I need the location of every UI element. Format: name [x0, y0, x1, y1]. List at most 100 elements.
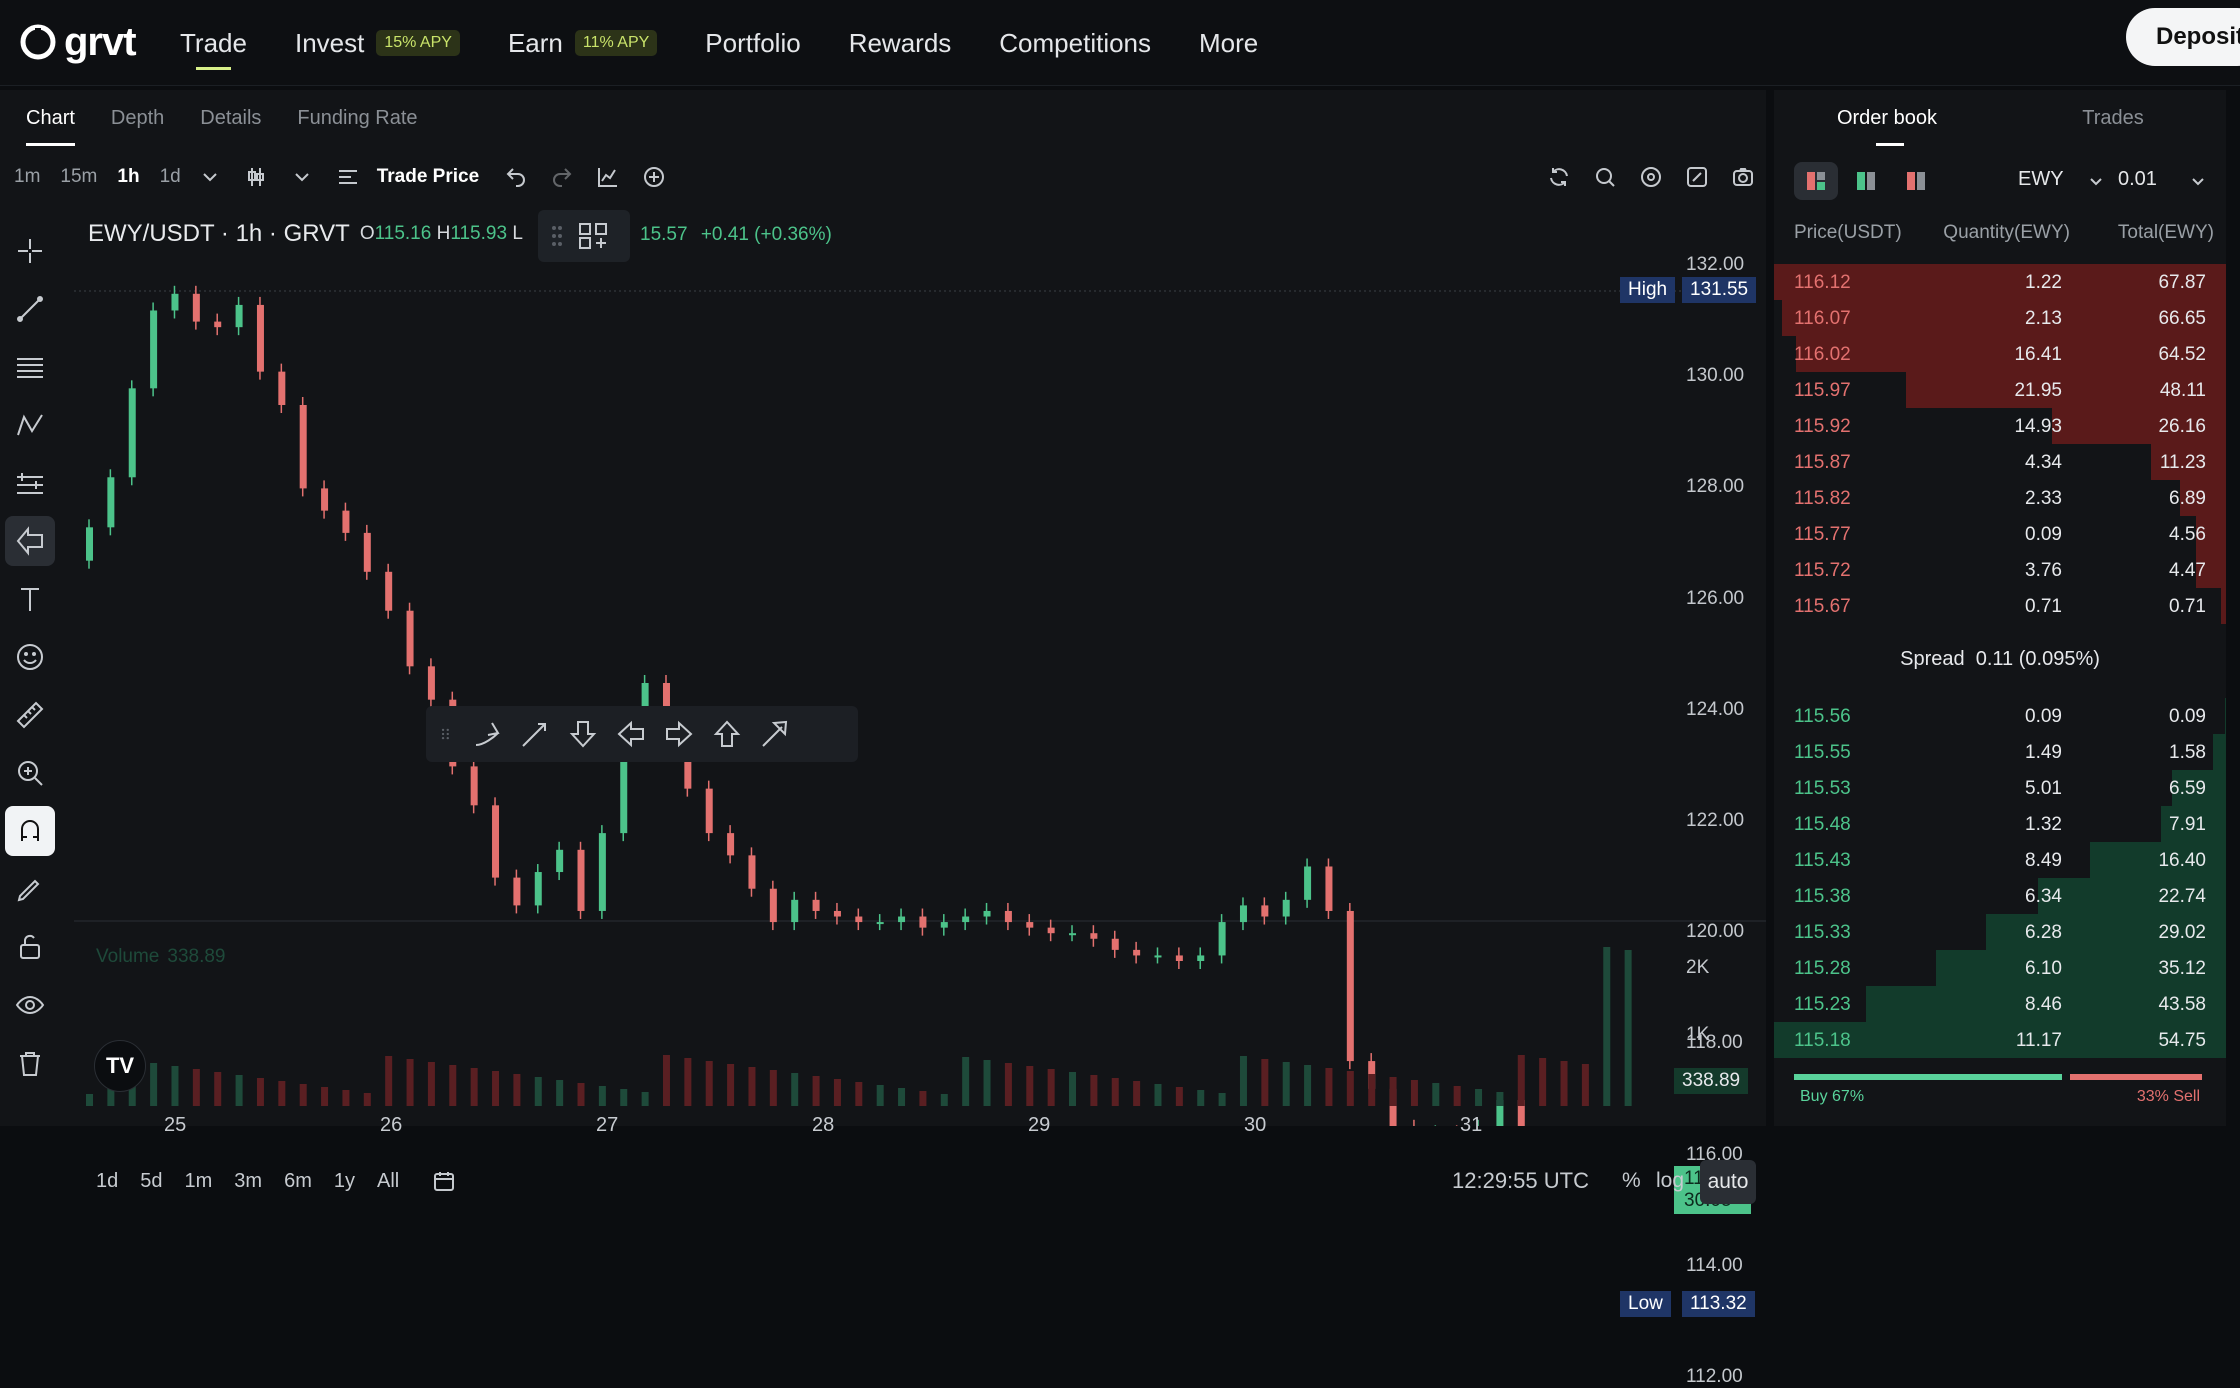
price-source-icon[interactable] [333, 162, 363, 192]
zoom-search-icon[interactable] [1590, 162, 1620, 192]
arrow-up-icon[interactable] [710, 717, 744, 751]
symbol-chevron-down-icon[interactable] [2088, 174, 2104, 190]
view-asks-icon[interactable] [1894, 162, 1938, 200]
log-toggle[interactable]: log [1656, 1169, 1685, 1192]
precision-select[interactable]: 0.01 [2118, 168, 2157, 190]
nav-competitions[interactable]: Competitions [999, 0, 1151, 86]
range-5d[interactable]: 5d [140, 1169, 163, 1192]
nav-portfolio[interactable]: Portfolio [705, 0, 800, 86]
arrow-left-icon[interactable] [614, 717, 648, 751]
precision-chevron-down-icon[interactable] [2190, 174, 2206, 190]
tab-chart[interactable]: Chart [26, 90, 75, 146]
view-bids-icon[interactable] [1844, 162, 1888, 200]
ask-row[interactable]: 115.82 2.33 6.89 [1774, 480, 2226, 516]
auto-toggle[interactable]: auto [1700, 1160, 1756, 1204]
magnet-icon[interactable] [5, 806, 55, 856]
candle-type-icon[interactable] [241, 162, 271, 192]
redo-icon[interactable] [547, 162, 577, 192]
bid-row[interactable]: 115.56 0.09 0.09 [1774, 698, 2226, 734]
arrow-down-icon[interactable] [566, 717, 600, 751]
bid-row[interactable]: 115.55 1.49 1.58 [1774, 734, 2226, 770]
utc-clock[interactable]: 12:29:55 UTC [1452, 1168, 1589, 1193]
ask-row[interactable]: 116.07 2.13 66.65 [1774, 300, 2226, 336]
refresh-icon[interactable] [1544, 162, 1574, 192]
timeframe-chevron-down-icon[interactable] [195, 162, 225, 192]
ask-row[interactable]: 115.67 0.71 0.71 [1774, 588, 2226, 624]
nav-trade[interactable]: Trade [180, 0, 247, 86]
draw-lock-pencil-icon[interactable] [5, 864, 55, 914]
range-all[interactable]: All [377, 1169, 400, 1192]
eye-visibility-icon[interactable] [5, 980, 55, 1030]
ruler-icon[interactable] [5, 690, 55, 740]
chart-type-chevron-down-icon[interactable] [287, 162, 317, 192]
range-3m[interactable]: 3m [234, 1169, 263, 1192]
settings-gear-icon[interactable] [1636, 162, 1666, 192]
brand-logo[interactable]: grvt [18, 16, 137, 68]
trendline-icon[interactable] [5, 284, 55, 334]
arrow-shape-icon[interactable] [5, 516, 55, 566]
fib-lines-icon[interactable] [5, 342, 55, 392]
deposit-button[interactable]: Deposit [2126, 8, 2240, 66]
tab-details[interactable]: Details [200, 106, 262, 129]
timeframe-1m[interactable]: 1m [14, 166, 41, 187]
ask-row[interactable]: 115.87 4.34 11.23 [1774, 444, 2226, 480]
ask-row[interactable]: 116.12 1.22 67.87 [1774, 264, 2226, 300]
undo-icon[interactable] [501, 162, 531, 192]
crosshair-icon[interactable] [5, 226, 55, 276]
view-both-icon[interactable] [1794, 162, 1838, 200]
bid-row[interactable]: 115.38 6.34 22.74 [1774, 878, 2226, 914]
unlock-icon[interactable] [5, 922, 55, 972]
pattern-icon[interactable] [5, 400, 55, 450]
range-1d[interactable]: 1d [96, 1169, 119, 1192]
symbol-select[interactable]: EWY [2018, 168, 2064, 190]
bid-row[interactable]: 115.28 6.10 35.12 [1774, 950, 2226, 986]
arrow-right-icon[interactable] [662, 717, 696, 751]
nav-more[interactable]: More [1199, 0, 1258, 86]
candle-body [812, 899, 820, 911]
ask-row[interactable]: 116.02 16.41 64.52 [1774, 336, 2226, 372]
tab-trades[interactable]: Trades [2082, 107, 2144, 129]
bid-row[interactable]: 115.53 5.01 6.59 [1774, 770, 2226, 806]
bid-row[interactable]: 115.23 8.46 43.58 [1774, 986, 2226, 1022]
tab-funding-rate[interactable]: Funding Rate [297, 106, 418, 129]
ask-row[interactable]: 115.72 3.76 4.47 [1774, 552, 2226, 588]
ask-row[interactable]: 115.77 0.09 4.56 [1774, 516, 2226, 552]
indicators-icon[interactable] [593, 162, 623, 192]
nav-invest[interactable]: Invest 15% APY [295, 0, 460, 86]
legend-overlay-toolbar[interactable] [538, 210, 630, 262]
chart-plot-area[interactable]: EWY/USDT · 1h · GRVT O115.16 H115.93 L 1… [74, 206, 1766, 1126]
ask-row[interactable]: 115.92 14.93 26.16 [1774, 408, 2226, 444]
calendar-icon[interactable] [429, 1166, 459, 1196]
range-1m[interactable]: 1m [184, 1169, 213, 1192]
forecast-icon[interactable] [5, 458, 55, 508]
time-axis[interactable]: 25 26 27 28 29 30 31 [74, 1110, 1764, 1144]
arrow-diagonal-icon[interactable] [758, 717, 792, 751]
nav-earn[interactable]: Earn 11% APY [508, 0, 658, 86]
bid-row[interactable]: 115.33 6.28 29.02 [1774, 914, 2226, 950]
bid-row[interactable]: 115.43 8.49 16.40 [1774, 842, 2226, 878]
zoom-in-icon[interactable] [5, 748, 55, 798]
timeframe-15m[interactable]: 15m [60, 166, 98, 187]
emoji-icon[interactable] [5, 632, 55, 682]
timeframe-1d[interactable]: 1d [159, 166, 181, 187]
tab-order-book[interactable]: Order book [1774, 90, 2000, 146]
range-1y[interactable]: 1y [333, 1169, 356, 1192]
arrow-marker-icon[interactable] [470, 717, 504, 751]
arrow-line-icon[interactable] [518, 717, 552, 751]
text-tool-icon[interactable] [5, 574, 55, 624]
nav-rewards[interactable]: Rewards [849, 0, 952, 86]
bid-row[interactable]: 115.48 1.32 7.91 [1774, 806, 2226, 842]
camera-snapshot-icon[interactable] [1728, 162, 1758, 192]
fullscreen-icon[interactable] [1682, 162, 1712, 192]
range-6m[interactable]: 6m [284, 1169, 312, 1192]
tradingview-logo[interactable]: TV [94, 1040, 146, 1092]
tab-depth[interactable]: Depth [110, 106, 165, 129]
trade-price-selector[interactable]: Trade Price [376, 166, 480, 187]
trash-icon[interactable] [5, 1038, 55, 1088]
price-scale[interactable]: 132.00 130.00 128.00 126.00 124.00 122.00 120.… [1620, 206, 1766, 1387]
bid-row[interactable]: 115.18 11.17 54.75 [1774, 1022, 2226, 1058]
ask-row[interactable]: 115.97 21.95 48.11 [1774, 372, 2226, 408]
add-plus-icon[interactable] [639, 162, 669, 192]
timeframe-1h[interactable]: 1h [117, 166, 140, 187]
percent-toggle[interactable]: % [1622, 1169, 1641, 1192]
